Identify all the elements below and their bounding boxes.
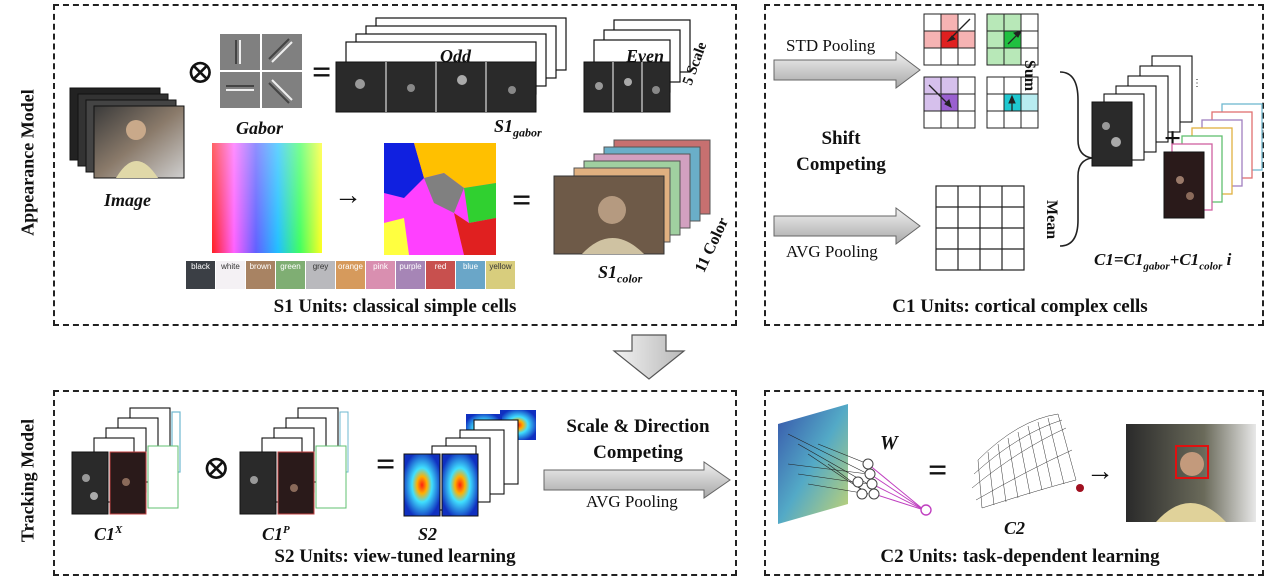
- equals-symbol-2: =: [512, 182, 532, 219]
- shift-text: Shift: [821, 128, 861, 149]
- s2-caption: S2 Units: view-tuned learning: [274, 546, 516, 567]
- c2-arrow-symbol: →: [1086, 456, 1114, 487]
- scale-direction-text: Scale & Direction: [566, 416, 710, 437]
- color-swatch-purple: purple: [396, 261, 426, 289]
- odd-feature-stack: [335, 17, 567, 113]
- color-swatch-yellow: yellow: [486, 261, 516, 289]
- c2-caption: C2 Units: task-dependent learning: [880, 546, 1160, 567]
- tracking-result-image: [1126, 424, 1256, 522]
- scale-direction-competing-label: Scale & Direction Competing: [546, 414, 730, 466]
- c2-response-surface: [971, 413, 1084, 509]
- c1x-stack: [71, 407, 181, 515]
- c1-gabor-stack: ⋮: [1091, 55, 1202, 167]
- s1-color-sub: color: [617, 271, 643, 286]
- color-swatch-pink: pink: [366, 261, 396, 289]
- c2-label: C2: [1004, 518, 1026, 538]
- competing-text-2: Competing: [593, 442, 683, 463]
- color-swatch-green: green: [276, 261, 306, 289]
- brace-icon: [1059, 71, 1093, 247]
- s2-panel: [53, 390, 737, 576]
- c1x-main: C1: [94, 524, 116, 544]
- color-swatch-blue: blue: [456, 261, 486, 289]
- shift-competing-label: Shift Competing: [786, 126, 896, 178]
- color-swatch-black: black: [186, 261, 216, 289]
- color-name-swatches: black white brown green grey orange pink purple…: [186, 261, 516, 289]
- c1-caption: C1 Units: cortical complex cells: [892, 296, 1148, 317]
- color-swatch-brown: brown: [246, 261, 276, 289]
- s1-gabor-sub: gabor: [513, 125, 542, 140]
- arrow-symbol: →: [334, 180, 362, 211]
- even-label: Even: [626, 46, 664, 66]
- s1-color-main: S1: [598, 262, 618, 282]
- w-label: W: [880, 432, 898, 454]
- s2-avg-pooling-arrow-icon: [543, 461, 731, 499]
- s2-heatmap-stack: [403, 410, 536, 517]
- sum-label: Sum: [1021, 60, 1038, 92]
- color-swatch-orange: orange: [336, 261, 366, 289]
- color-swatch-red: red: [426, 261, 456, 289]
- s1-gabor-main: S1: [494, 116, 514, 136]
- c2-panel: [764, 390, 1264, 576]
- even-feature-stack: [583, 19, 691, 113]
- s1-panel: [53, 4, 737, 326]
- s1-caption: S1 Units: classical simple cells: [273, 296, 517, 317]
- image-label: Image: [104, 190, 151, 210]
- c1p-sup: P: [283, 524, 290, 536]
- c1x-label: C1X: [94, 524, 122, 545]
- c2-equals-symbol: =: [928, 452, 948, 489]
- formula-end: i: [1222, 250, 1232, 269]
- color-segmentation-map: [384, 143, 496, 255]
- s2-avg-pooling-label: AVG Pooling: [586, 492, 678, 511]
- equals-symbol-1: =: [312, 54, 332, 91]
- formula-mid: +C1: [1169, 250, 1200, 269]
- image-stack: [69, 87, 185, 179]
- avg-pooling-label: AVG Pooling: [786, 242, 878, 261]
- s1-color-label: S1color: [598, 262, 642, 287]
- down-arrow-icon: [612, 334, 686, 380]
- network-weights: [778, 404, 932, 524]
- color-swatch-grey: grey: [306, 261, 336, 289]
- appearance-model-label: Appearance Model: [17, 89, 38, 236]
- c1-color-stack: ⋮: [1163, 103, 1268, 219]
- s1-gabor-label: S1gabor: [494, 116, 542, 141]
- tracking-model-label: Tracking Model: [17, 418, 38, 543]
- svg-text:⋮: ⋮: [1192, 78, 1202, 89]
- convolve-symbol: ⊗: [186, 54, 215, 91]
- formula-main: C1=C1: [1094, 250, 1144, 269]
- std-pooling-grids: [923, 13, 1039, 129]
- s2-label: S2: [418, 524, 438, 544]
- avg-pooling-arrow-icon: [773, 207, 921, 245]
- c1x-sup: X: [115, 524, 123, 536]
- gabor-label: Gabor: [236, 118, 284, 138]
- odd-label: Odd: [440, 46, 471, 66]
- std-pooling-arrow-icon: [773, 51, 921, 89]
- s2-convolve-symbol: ⊗: [202, 450, 231, 487]
- formula-sub2: color: [1199, 260, 1223, 273]
- s2-equals-symbol: =: [376, 446, 396, 483]
- gabor-filters: [220, 34, 302, 108]
- formula-sub1: gabor: [1143, 260, 1170, 273]
- c1p-label: C1P: [262, 524, 290, 545]
- c1-panel: [764, 4, 1264, 326]
- color-feature-stack: [553, 139, 711, 255]
- mean-label: Mean: [1043, 200, 1060, 240]
- c1p-main: C1: [262, 524, 284, 544]
- color-swatch-white: white: [216, 261, 246, 289]
- competing-text: Competing: [796, 154, 886, 175]
- color-space-square: [212, 143, 322, 253]
- avg-pooling-grid: [935, 185, 1025, 271]
- c1-formula: C1=C1gabor+C1color i: [1094, 250, 1231, 272]
- std-pooling-label: STD Pooling: [786, 36, 876, 55]
- svg-text:⋮: ⋮: [1258, 126, 1268, 137]
- c1p-stack: [239, 407, 349, 515]
